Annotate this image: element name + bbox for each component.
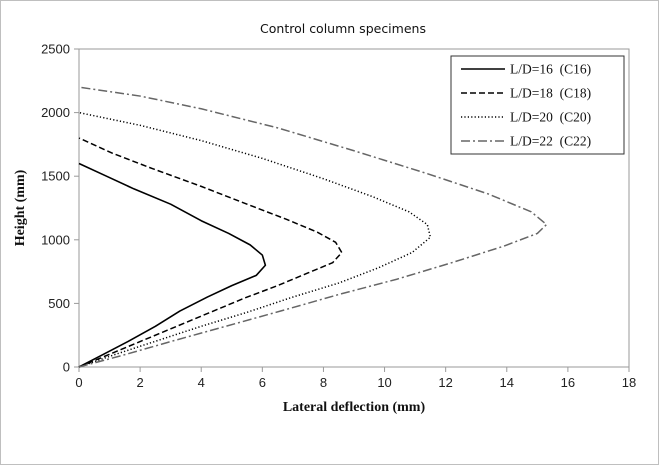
y-tick-label: 0 bbox=[63, 360, 70, 375]
series-line-3 bbox=[78, 111, 432, 368]
x-tick-label: 8 bbox=[320, 375, 327, 390]
legend-label-2: L/D=18 (C18) bbox=[510, 86, 591, 101]
x-tick-label: 14 bbox=[500, 375, 514, 390]
x-tick-label: 10 bbox=[377, 375, 391, 390]
x-tick-label: 0 bbox=[75, 375, 82, 390]
y-tick-label: 2500 bbox=[41, 42, 70, 57]
y-tick-label: 2000 bbox=[41, 105, 70, 120]
y-tick-label: 500 bbox=[48, 296, 70, 311]
legend-label-4: L/D=22 (C22) bbox=[510, 134, 591, 149]
x-tick-label: 18 bbox=[622, 375, 636, 390]
x-tick-label: 6 bbox=[259, 375, 266, 390]
legend-label-1: L/D=16 (C16) bbox=[510, 62, 591, 77]
chart-title: Control column specimens bbox=[260, 21, 426, 36]
y-axis-title: Height (mm) bbox=[13, 169, 28, 246]
legend-label-3: L/D=20 (C20) bbox=[510, 110, 591, 125]
x-tick-label: 2 bbox=[136, 375, 143, 390]
x-tick-label: 12 bbox=[438, 375, 452, 390]
series-line-4 bbox=[78, 86, 548, 368]
y-tick-label: 1000 bbox=[41, 232, 70, 247]
y-axis-ticks: 0 500 1000 1500 2000 2500 bbox=[41, 42, 79, 375]
series-layer bbox=[78, 86, 548, 368]
legend-box bbox=[450, 55, 625, 155]
plot-area bbox=[78, 48, 630, 368]
x-axis-ticks: 0 2 4 6 8 10 12 14 16 18 bbox=[75, 367, 636, 390]
x-tick-label: 4 bbox=[198, 375, 205, 390]
x-axis-title: Lateral deflection (mm) bbox=[283, 400, 426, 415]
x-tick-label: 16 bbox=[561, 375, 575, 390]
legend: L/D=16 (C16) L/D=18 (C18) L/D=20 (C20) L/D=… bbox=[450, 55, 625, 155]
series-line-2 bbox=[78, 137, 343, 368]
y-tick-label: 1500 bbox=[41, 169, 70, 184]
series-line-1 bbox=[78, 162, 267, 368]
